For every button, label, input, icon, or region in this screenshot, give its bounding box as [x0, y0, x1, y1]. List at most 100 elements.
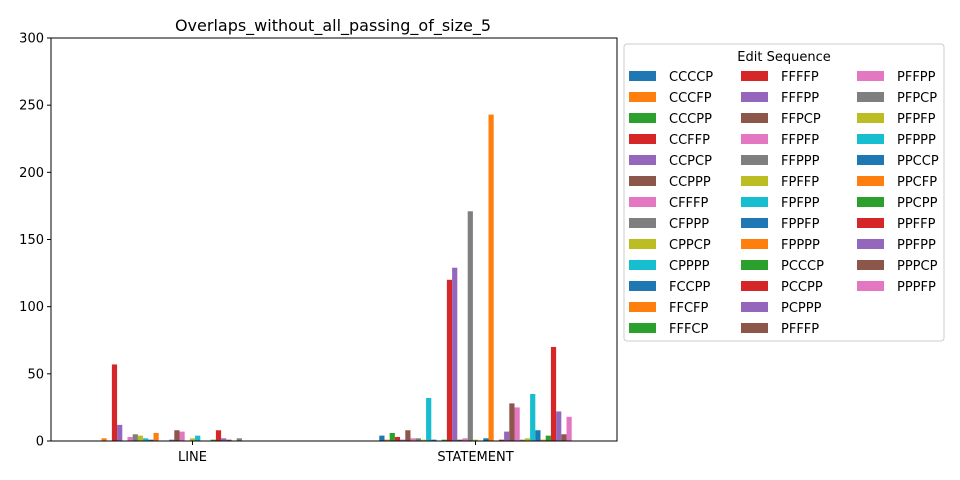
bar-pfppp-statement: [530, 393, 536, 441]
legend-swatch: [741, 239, 768, 249]
legend-swatch: [629, 218, 656, 228]
bar-ffppp-statement: [467, 211, 473, 441]
legend-label: PFPFP: [897, 112, 936, 127]
bar-cpppp-line: [143, 438, 149, 441]
bar-pppfp-statement: [566, 416, 572, 441]
legend-label: CCPPP: [669, 175, 711, 190]
legend-swatch: [857, 155, 884, 165]
legend-entry-cfppp: CFPPP: [629, 217, 709, 232]
legend-entry-fppfp: FPPFP: [741, 217, 820, 232]
legend-entry-cfffp: CFFFP: [629, 196, 709, 211]
legend-label: PPCFP: [897, 175, 937, 190]
legend-entry-pfppp: PFPPP: [857, 133, 936, 148]
legend-entry-ppccp: PPCCP: [857, 154, 939, 169]
legend-entry-pfffp: PFFFP: [741, 322, 819, 337]
legend-entry-cccfp: CCCFP: [629, 91, 712, 106]
legend-entry-cccpp: CCCPP: [629, 112, 712, 127]
legend-entry-ccffp: CCFFP: [629, 133, 710, 148]
bar-fccpp-statement: [431, 439, 437, 441]
bar-pppcp-statement: [561, 434, 567, 441]
bar-fccpp-line: [148, 439, 154, 441]
legend-label: FFFFP: [781, 70, 819, 85]
legend-entry-fccpp: FCCPP: [629, 280, 710, 295]
legend-entry-fffcp: FFFCP: [629, 322, 709, 337]
y-tick-label: 100: [19, 300, 44, 315]
bar-ccffp-line: [111, 364, 118, 441]
bar-ppffp-statement: [550, 346, 557, 441]
x-axis: LINE STATEMENT: [178, 441, 514, 465]
legend-swatch: [629, 71, 656, 81]
legend-swatch: [741, 134, 768, 144]
legend-entry-ffffp: FFFFP: [741, 70, 819, 85]
legend-swatch: [629, 155, 656, 165]
bar-ffffp-statement: [446, 279, 453, 441]
legend-swatch: [629, 176, 656, 186]
legend-swatch: [741, 302, 768, 312]
bar-ccccp-statement: [379, 435, 385, 441]
legend-entry-pppfp: PPPFP: [857, 280, 936, 295]
legend-entry-ffcfp: FFCFP: [629, 301, 709, 316]
legend-entry-fpffp: FPFFP: [741, 175, 819, 190]
legend-label: FFCFP: [669, 301, 709, 316]
legend-swatch: [629, 281, 656, 291]
legend-items: CCCCP CCCFP CCCPP CCFFP CCPCP CCPPP CFFFP CFPPP…: [629, 70, 939, 337]
bar-pccpp-line: [215, 430, 222, 441]
legend-entry-pfpcp: PFPCP: [857, 91, 937, 106]
bar-fffpp-statement: [452, 267, 458, 441]
bar-cccfp-statement: [384, 439, 390, 441]
legend-swatch: [857, 176, 884, 186]
legend-swatch: [629, 260, 656, 270]
bar-ccpcp-statement: [400, 439, 406, 441]
legend-label: FCCPP: [669, 280, 710, 295]
legend-label: PPFFP: [897, 217, 936, 232]
bar-fppfp-statement: [483, 438, 489, 441]
legend-swatch: [741, 113, 768, 123]
x-tick-label-statement: STATEMENT: [437, 450, 513, 465]
bar-pcppp-line: [221, 438, 227, 441]
bar-pfpfp-statement: [524, 438, 531, 441]
legend-entry-pffpp: PFFPP: [857, 70, 936, 85]
legend-entry-pccpp: PCCPP: [741, 280, 823, 295]
legend-swatch: [741, 323, 768, 333]
legend-swatch: [857, 197, 884, 207]
legend-swatch: [741, 155, 768, 165]
legend-frame: [623, 43, 945, 342]
legend-entry-ccppp: CCPPP: [629, 175, 711, 190]
legend-label: CCCPP: [669, 112, 712, 127]
legend-entry-fpfpp: FPFPP: [741, 196, 820, 211]
legend-swatch: [857, 113, 884, 123]
bar-cppcp-statement: [420, 439, 427, 441]
legend-label: FPPFP: [781, 217, 820, 232]
legend-swatch: [857, 260, 884, 270]
legend-label: CCFFP: [669, 133, 710, 148]
legend-label: CFFFP: [669, 196, 709, 211]
bar-pcccp-line: [210, 439, 216, 441]
bar-cccpp-statement: [389, 432, 395, 441]
bar-fffpp-line: [169, 439, 175, 441]
legend-swatch: [629, 239, 656, 249]
bar-ccffp-statement: [394, 436, 401, 441]
legend-label: FPFPP: [781, 196, 820, 211]
legend-label: FPPPP: [781, 238, 820, 253]
legend-label: CPPPP: [669, 259, 710, 274]
legend-label: PCCPP: [781, 280, 823, 295]
legend-swatch: [741, 176, 768, 186]
legend-title: Edit Sequence: [737, 50, 830, 65]
legend-entry-pfpfp: PFPFP: [857, 112, 936, 127]
legend-entry-fffpp: FFFPP: [741, 91, 819, 106]
legend-swatch: [857, 134, 884, 144]
legend-swatch: [741, 218, 768, 228]
x-tick-label-line: LINE: [178, 450, 207, 465]
legend-label: FFPFP: [781, 133, 819, 148]
legend-swatch: [741, 260, 768, 270]
legend-label: CCPCP: [669, 154, 712, 169]
legend-entry-ffppp: FFPPP: [741, 154, 820, 169]
bar-cppcp-line: [137, 435, 144, 441]
bar-ppfpp-statement: [556, 411, 562, 441]
bar-cfppp-statement: [415, 438, 421, 441]
bar-cfffp-line: [127, 436, 133, 441]
legend-label: PFPPP: [897, 133, 936, 148]
legend-entry-pcppp: PCPPP: [741, 301, 822, 316]
bar-ffcfp-line: [153, 432, 159, 441]
